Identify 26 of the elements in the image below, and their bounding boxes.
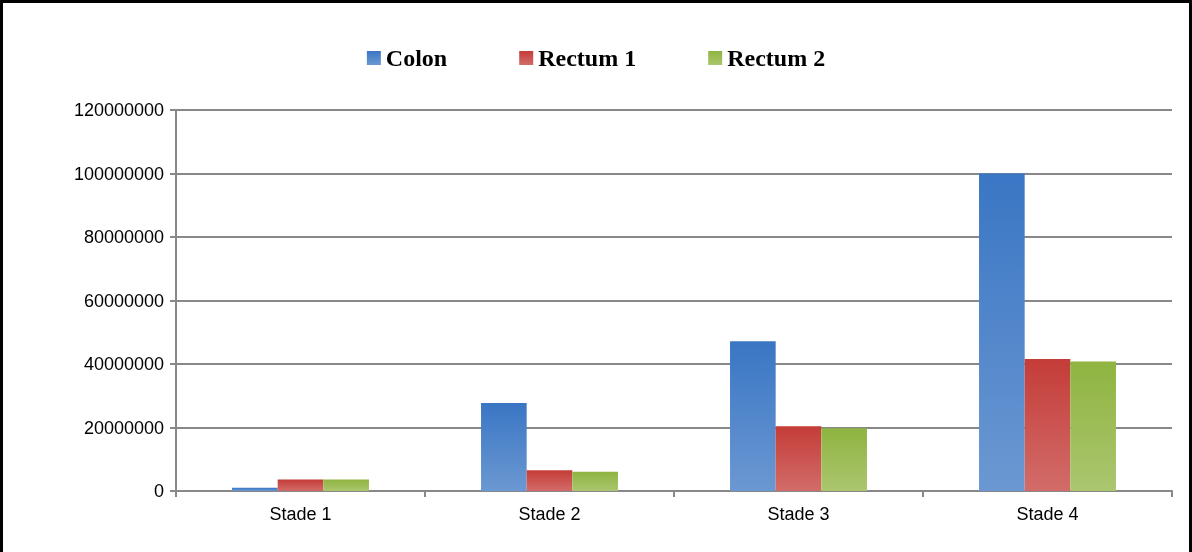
y-tick-label: 100000000 (73, 163, 164, 184)
bar (526, 470, 573, 491)
x-tick-label: Stade 3 (767, 504, 830, 524)
legend-label: Colon (385, 45, 448, 71)
y-tick-label: 0 (153, 481, 164, 501)
legend-label: Rectum 2 (727, 45, 826, 71)
bar (323, 479, 369, 491)
bar (572, 471, 618, 491)
bar (730, 341, 776, 491)
y-tick-label: 40000000 (83, 354, 164, 374)
bar (1024, 358, 1071, 491)
y-tick-label: 20000000 (83, 417, 164, 438)
bar (979, 173, 1025, 491)
bar (232, 487, 278, 491)
bar (481, 403, 527, 491)
y-tick-label: 80000000 (83, 227, 164, 247)
bar (821, 428, 867, 491)
legend-label: Rectum 1 (538, 45, 637, 71)
x-tick-label: Stade 1 (269, 504, 332, 524)
bar (775, 426, 822, 491)
y-tick-label: 120000000 (73, 100, 164, 120)
x-tick-label: Stade 2 (518, 504, 581, 524)
bar (1070, 361, 1116, 491)
x-tick-label: Stade 4 (1016, 504, 1079, 524)
bar (277, 479, 324, 491)
y-tick-label: 60000000 (83, 290, 164, 311)
